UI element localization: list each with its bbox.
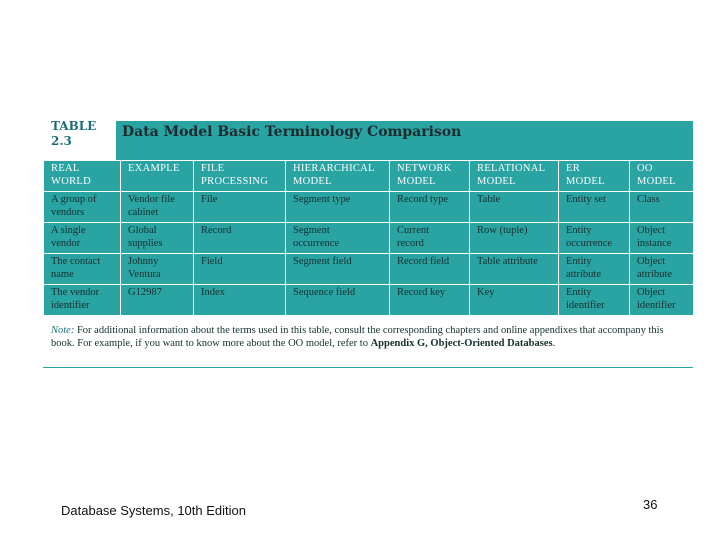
table-cell: Key [469,284,559,316]
note-appendix-reference: Appendix G, Object-Oriented Databases [370,338,553,349]
table-cell: Johnny Ventura [120,253,194,285]
table-row: The contact name Johnny Ventura Field Segm… [43,253,694,285]
table-cell: The contact name [43,253,121,285]
table-cell: Index [193,284,286,316]
col-header-hierarchical-model: HIERARCHICAL MODEL [285,160,390,192]
page-number: 36 [643,497,658,512]
header-row: REAL WORLD EXAMPLE FILE PROCESSING HIERARC… [43,160,694,192]
col-header-er-model: ER MODEL [558,160,630,192]
table-cell: Entity attribute [558,253,630,285]
table-cell: Vendor file cabinet [120,191,194,223]
table-cell: Current record [389,222,470,254]
col-header-relational-model: RELATIONAL MODEL [469,160,559,192]
table-cell: Record type [389,191,470,223]
table-cell: Global supplies [120,222,194,254]
table-cell: Row (tuple) [469,222,559,254]
table-row: A group of vendors Vendor file cabinet Fil… [43,191,694,223]
table-cell: Object identifier [629,284,694,316]
table-cell: Sequence field [285,284,390,316]
table-label: TABLE 2.3 [51,119,96,149]
table-label-number: 2.3 [51,134,72,148]
table-cell: Segment type [285,191,390,223]
note-end: . [552,338,556,349]
terminology-table-figure: TABLE 2.3 Data Model Basic Terminology C… [43,115,694,368]
table-title: Data Model Basic Terminology Comparison [122,124,462,140]
table-cell: Table [469,191,559,223]
table-note: Note: For additional information about t… [43,320,693,367]
note-label: Note: [51,325,75,336]
table-header-band: TABLE 2.3 Data Model Basic Terminology C… [43,115,693,160]
table-cell: Entity identifier [558,284,630,316]
note-text: For additional information about the ter… [51,325,664,349]
table-cell: Field [193,253,286,285]
table-cell: File [193,191,286,223]
table-cell: The vendor identifier [43,284,121,316]
col-header-example: EXAMPLE [120,160,194,192]
table-cell: A single vendor [43,222,121,254]
table-cell: Entity set [558,191,630,223]
table-cell: Record key [389,284,470,316]
title-bar: Data Model Basic Terminology Comparison [116,121,693,160]
table-cell: Segment field [285,253,390,285]
table-cell: A group of vendors [43,191,121,223]
table-cell: Object instance [629,222,694,254]
table-row: The vendor identifier G12987 Index Sequen… [43,284,694,316]
table-cell: Record [193,222,286,254]
col-header-file-processing: FILE PROCESSING [193,160,286,192]
col-header-oo-model: OO MODEL [629,160,694,192]
table-cell: Object attribute [629,253,694,285]
table-cell: G12987 [120,284,194,316]
table-label-word: TABLE [51,119,97,133]
table-row: A single vendor Global supplies Record Seg… [43,222,694,254]
table-cell: Class [629,191,694,223]
footer-book-title: Database Systems, 10th Edition [61,503,246,518]
table-cell: Entity occurrence [558,222,630,254]
col-header-real-world: REAL WORLD [43,160,121,192]
comparison-table: REAL WORLD EXAMPLE FILE PROCESSING HIERARC… [43,160,694,316]
table-cell: Record field [389,253,470,285]
table-cell: Segment occurrence [285,222,390,254]
col-header-network-model: NETWORK MODEL [389,160,470,192]
table-cell: Table attribute [469,253,559,285]
